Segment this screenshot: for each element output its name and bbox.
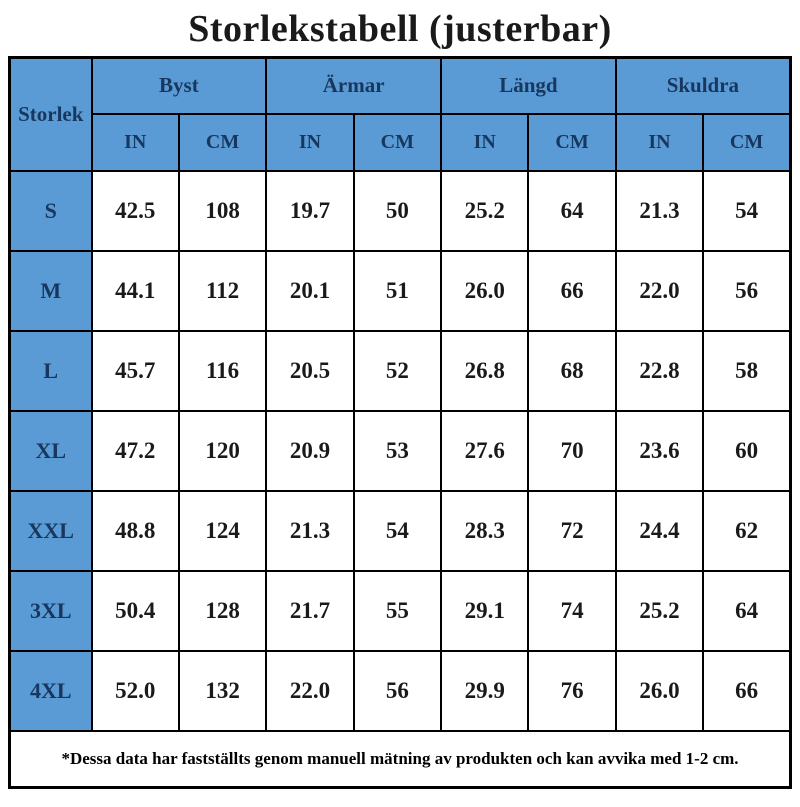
measurement-cell: 56 — [702, 249, 792, 332]
footnote: *Dessa data har fastställts genom manuel… — [8, 729, 792, 789]
measurement-cell: 44.1 — [90, 249, 180, 332]
measurement-cell: 22.0 — [265, 649, 355, 732]
size-label: XXL — [8, 489, 93, 572]
measurement-cell: 42.5 — [90, 169, 180, 252]
measurement-cell: 120 — [177, 409, 268, 492]
group-header-row: Storlek Byst Ärmar Längd Skuldra — [8, 56, 792, 172]
measurement-cell: 19.7 — [265, 169, 355, 252]
measurement-cell: 54 — [352, 489, 443, 572]
measurement-cell: 64 — [702, 569, 792, 652]
unit-header-in: IN — [265, 112, 355, 172]
measurement-cell: 23.6 — [614, 409, 705, 492]
unit-header-in: IN — [90, 112, 180, 172]
measurement-cell: 21.7 — [265, 569, 355, 652]
size-row-xl: XL 47.2 120 20.9 53 27.6 70 23.6 60 — [8, 409, 792, 492]
size-row-xxl: XXL 48.8 124 21.3 54 28.3 72 24.4 62 — [8, 489, 792, 572]
unit-header-cm: CM — [177, 112, 268, 172]
measurement-cell: 21.3 — [265, 489, 355, 572]
measurement-cell: 50.4 — [90, 569, 180, 652]
size-row-l: L 45.7 116 20.5 52 26.8 68 22.8 58 — [8, 329, 792, 412]
measurement-cell: 112 — [177, 249, 268, 332]
measurement-cell: 58 — [702, 329, 792, 412]
measurement-cell: 53 — [352, 409, 443, 492]
group-header-armar: Ärmar — [265, 56, 442, 115]
measurement-cell: 54 — [702, 169, 792, 252]
measurement-cell: 51 — [352, 249, 443, 332]
unit-header-row: IN CM IN CM IN CM IN CM — [10, 112, 792, 172]
size-label: M — [8, 249, 93, 332]
measurement-cell: 22.0 — [614, 249, 705, 332]
measurement-cell: 28.3 — [439, 489, 530, 572]
measurement-cell: 20.1 — [265, 249, 355, 332]
measurement-cell: 52.0 — [90, 649, 180, 732]
measurement-cell: 22.8 — [614, 329, 705, 412]
measurement-cell: 47.2 — [90, 409, 180, 492]
measurement-cell: 48.8 — [90, 489, 180, 572]
measurement-cell: 124 — [177, 489, 268, 572]
measurement-cell: 29.1 — [439, 569, 530, 652]
measurement-cell: 25.2 — [439, 169, 530, 252]
measurement-cell: 132 — [177, 649, 268, 732]
size-row-m: M 44.1 112 20.1 51 26.0 66 22.0 56 — [8, 249, 792, 332]
measurement-cell: 26.0 — [439, 249, 530, 332]
measurement-cell: 62 — [702, 489, 792, 572]
measurement-cell: 20.9 — [265, 409, 355, 492]
size-row-4xl: 4XL 52.0 132 22.0 56 29.9 76 26.0 66 — [8, 649, 792, 732]
group-header-byst: Byst — [90, 56, 268, 115]
measurement-cell: 70 — [527, 409, 617, 492]
measurement-cell: 66 — [702, 649, 792, 732]
size-column-header: Storlek — [8, 56, 93, 172]
measurement-cell: 27.6 — [439, 409, 530, 492]
size-label: XL — [8, 409, 93, 492]
group-header-langd: Längd — [440, 56, 617, 115]
measurement-cell: 26.8 — [439, 329, 530, 412]
measurement-cell: 20.5 — [265, 329, 355, 412]
measurement-cell: 50 — [352, 169, 443, 252]
measurement-cell: 29.9 — [439, 649, 530, 732]
measurement-cell: 60 — [702, 409, 792, 492]
measurement-cell: 25.2 — [614, 569, 705, 652]
size-label: L — [8, 329, 93, 412]
unit-header-in: IN — [614, 112, 705, 172]
measurement-cell: 116 — [177, 329, 268, 412]
measurement-cell: 76 — [527, 649, 617, 732]
measurement-cell: 66 — [527, 249, 617, 332]
measurement-cell: 72 — [527, 489, 617, 572]
measurement-cell: 68 — [527, 329, 617, 412]
unit-header-cm: CM — [702, 112, 792, 172]
unit-header-in: IN — [439, 112, 530, 172]
measurement-cell: 24.4 — [614, 489, 705, 572]
size-label: S — [8, 169, 93, 252]
size-label: 4XL — [8, 649, 93, 732]
group-header-skuldra: Skuldra — [614, 56, 792, 115]
measurement-cell: 52 — [352, 329, 443, 412]
measurement-cell: 108 — [177, 169, 268, 252]
measurement-cell: 21.3 — [614, 169, 705, 252]
size-label: 3XL — [8, 569, 93, 652]
measurement-cell: 26.0 — [614, 649, 705, 732]
unit-header-cm: CM — [527, 112, 617, 172]
measurement-cell: 45.7 — [90, 329, 180, 412]
size-chart-table: Storlek Byst Ärmar Längd Skuldra IN CM IN C… — [8, 56, 792, 789]
unit-header-cm: CM — [352, 112, 443, 172]
measurement-cell: 64 — [527, 169, 617, 252]
footnote-row: *Dessa data har fastställts genom manuel… — [8, 729, 792, 789]
measurement-cell: 128 — [177, 569, 268, 652]
size-row-s: S 42.5 108 19.7 50 25.2 64 21.3 54 — [8, 169, 792, 252]
size-row-3xl: 3XL 50.4 128 21.7 55 29.1 74 25.2 64 — [8, 569, 792, 652]
page-title: Storlekstabell (justerbar) — [188, 8, 612, 50]
measurement-cell: 74 — [527, 569, 617, 652]
measurement-cell: 55 — [352, 569, 443, 652]
measurement-cell: 56 — [352, 649, 443, 732]
